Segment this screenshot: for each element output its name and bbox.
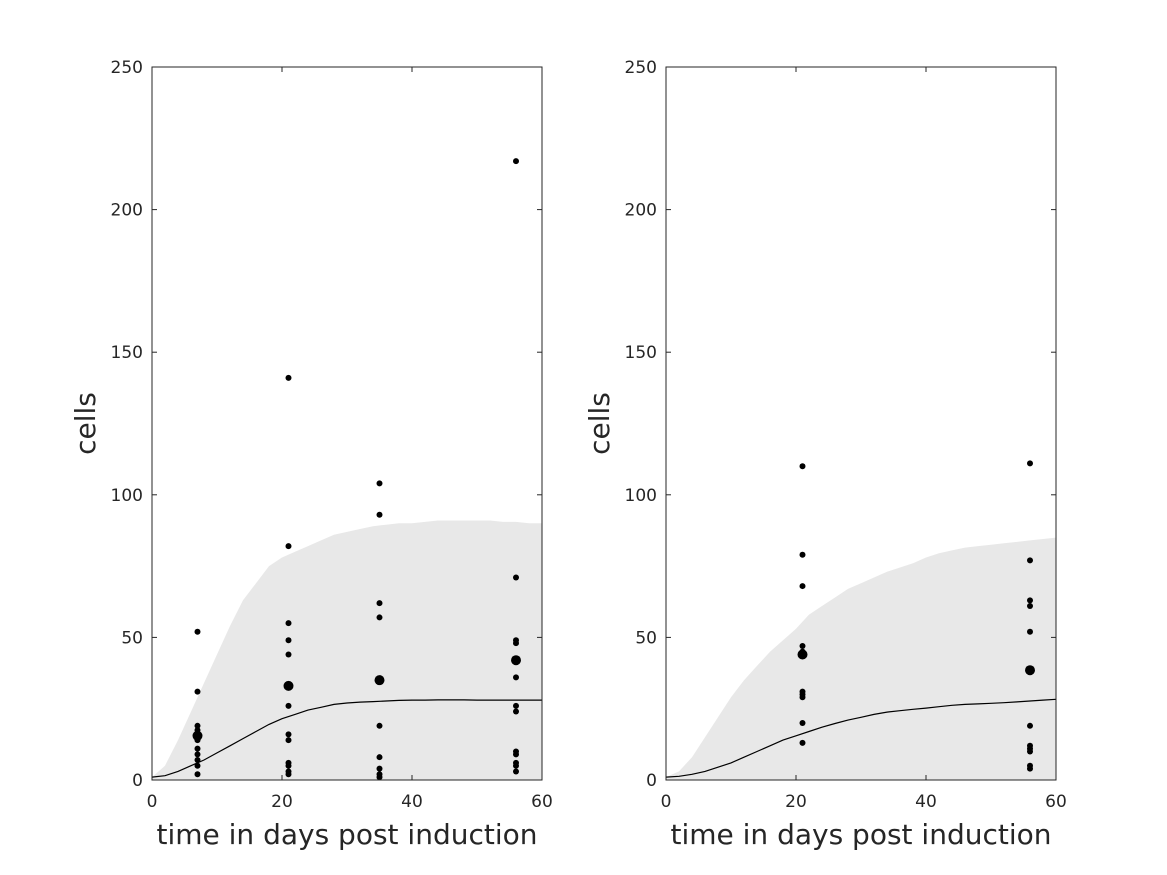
data-point [513,708,519,715]
confidence-band [666,537,1056,780]
data-point [376,722,383,729]
data-point [376,754,383,761]
y-tick-label: 250 [625,58,657,78]
y-tick-label: 150 [111,343,143,363]
mean-point [374,675,385,686]
mean-point [797,649,808,660]
data-point [285,737,292,744]
y-tick-label: 250 [111,58,143,78]
data-point [799,583,806,590]
x-axis-label: time in days post induction [670,818,1051,851]
x-tick-label: 0 [147,792,158,812]
data-point [376,480,383,487]
y-tick-label: 50 [121,628,143,648]
axes-box [665,66,1057,781]
data-point [1027,603,1033,610]
data-point [1027,628,1033,635]
mean-line [665,698,1057,778]
data-point [513,762,519,769]
y-tick-label: 0 [646,771,657,791]
x-tick-label: 20 [785,792,807,812]
data-point [799,463,806,470]
chart-panel-1: 0 20 40 60 0 50 100 150 200 250 time in days post … [69,58,553,851]
y-tick-label: 150 [625,343,657,363]
axes-box [151,66,543,781]
mean-point [1025,665,1035,676]
data-point [799,642,806,649]
y-tick-label: 0 [132,771,143,791]
mean-line [151,699,542,778]
data-point [194,628,201,635]
data-point [799,694,806,701]
y-tick-label: 100 [625,486,657,506]
y-tick-label: 200 [625,201,657,221]
y-tick-label: 200 [111,201,143,221]
data-point [194,757,201,764]
data-point [1027,722,1033,729]
data-point [285,620,292,627]
x-tick-label: 0 [661,792,672,812]
data-point [194,762,201,769]
x-tick-label: 40 [915,792,937,812]
mean-point [511,655,521,666]
data-point [376,614,383,621]
data-point [1027,460,1033,467]
x-tick-label: 60 [1045,792,1067,812]
data-point [285,771,292,778]
data-point [1027,748,1033,755]
data-point [1027,557,1033,564]
mean-point [283,680,294,691]
x-tick-label: 60 [531,792,553,812]
data-point [799,719,806,726]
data-point [513,702,519,709]
data-point [799,739,806,746]
x-tick-label: 40 [401,792,423,812]
data-point [194,745,201,752]
data-point [376,600,383,607]
data-point [194,688,201,695]
data-point [376,774,383,781]
x-axis-label: time in days post induction [156,818,537,851]
x-tick-label: 20 [271,792,293,812]
data-point [513,674,519,681]
data-point [513,158,519,165]
data-point [1027,765,1033,772]
data-point [285,762,292,769]
data-point [285,651,292,658]
data-point [285,731,292,738]
data-point [285,702,292,709]
data-point [194,771,201,778]
data-point [799,551,806,558]
confidence-band [152,520,542,780]
data-point [194,722,201,729]
y-tick-label: 50 [635,628,657,648]
data-point [513,574,519,581]
y-tick-label: 100 [111,486,143,506]
data-point [285,637,292,644]
data-point [376,765,383,772]
chart-panel-2: 0 20 40 60 0 50 100 150 200 250 time in days post … [583,58,1067,851]
y-axis-label: cells [583,392,616,455]
data-point [194,751,201,758]
data-point [513,768,519,775]
data-point [1027,597,1033,604]
data-point [285,543,292,550]
mean-point [192,730,203,741]
data-point [376,511,383,518]
y-axis-label: cells [69,392,102,455]
data-point [285,374,292,381]
data-point [513,751,519,758]
data-point [513,640,519,647]
